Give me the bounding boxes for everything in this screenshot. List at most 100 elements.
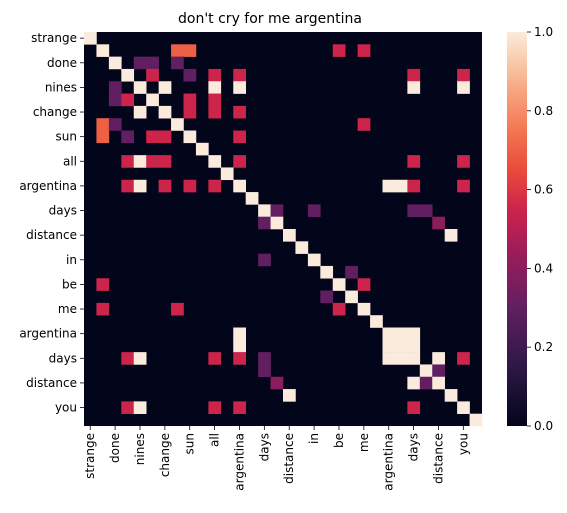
heatmap-cell — [183, 105, 197, 119]
colorbar-tick-label: 0.4 — [534, 261, 553, 275]
heatmap-cell — [233, 352, 246, 365]
heatmap-cell — [183, 130, 197, 144]
y-tick-label: you — [55, 401, 77, 415]
heatmap-cell — [108, 81, 122, 94]
heatmap-cell — [233, 130, 246, 144]
heatmap-cell — [158, 130, 172, 144]
heatmap-cell — [283, 389, 296, 402]
heatmap-cell — [133, 81, 147, 94]
heatmap-cell — [171, 118, 184, 131]
colorbar: 0.0 0.2 0.4 0.6 0.8 1.0 — [507, 25, 553, 433]
heatmap-cell — [432, 376, 445, 390]
x-tick-label: in — [307, 433, 321, 444]
x-tick-label: distance — [282, 433, 296, 484]
heatmap-cell — [195, 142, 209, 156]
heatmap-cell — [370, 315, 383, 328]
x-tick-label: me — [357, 433, 371, 452]
heatmap-cell — [382, 352, 396, 365]
heatmap-cell — [183, 179, 197, 193]
colorbar-tick-label: 0.8 — [534, 104, 553, 118]
x-tick-label: change — [158, 433, 172, 477]
heatmap-cell — [258, 364, 271, 378]
heatmap-cell — [171, 302, 184, 316]
x-axis: strange done nines change sun all argentina day… — [83, 426, 470, 491]
x-tick-label: argentina — [232, 433, 246, 491]
heatmap-cell — [121, 130, 135, 144]
heatmap-cell — [270, 216, 284, 230]
x-tick-label: done — [108, 433, 122, 463]
y-tick-label: days — [49, 204, 77, 218]
heatmap-cell — [407, 327, 421, 341]
x-tick-label: you — [456, 433, 470, 455]
x-tick-label: be — [332, 433, 346, 448]
heatmap-cell — [146, 130, 159, 144]
heatmap-cell — [158, 81, 172, 94]
heatmap-cell — [233, 68, 246, 82]
heatmap-cell — [233, 339, 246, 353]
heatmap-cell — [133, 56, 147, 70]
heatmap-cell — [96, 118, 110, 131]
heatmap-cell — [96, 302, 110, 316]
heatmap-cell — [457, 81, 470, 94]
heatmap-cell — [233, 327, 246, 341]
heatmap-cell — [121, 93, 135, 107]
heatmap-cell — [258, 204, 271, 217]
y-tick-label: nines — [45, 80, 77, 94]
heatmap-cell — [320, 265, 334, 279]
heatmap-cell — [357, 44, 371, 57]
heatmap-cell — [332, 44, 346, 57]
heatmap-cell — [121, 352, 135, 365]
y-tick-label: sun — [56, 130, 77, 144]
heatmap-cell — [233, 179, 246, 193]
heatmap-cell — [208, 105, 222, 119]
heatmap-cell — [108, 56, 122, 70]
heatmap-cell — [233, 155, 246, 168]
y-tick-label: done — [47, 56, 77, 70]
colorbar-gradient — [507, 32, 527, 426]
heatmap-cell — [158, 155, 172, 168]
heatmap-cell — [394, 352, 408, 365]
heatmap-cell — [432, 364, 445, 378]
x-tick-label: strange — [83, 433, 97, 479]
heatmap-cell — [208, 179, 222, 193]
heatmap-cell — [394, 339, 408, 353]
heatmap-cell — [133, 105, 147, 119]
heatmap-cell — [121, 179, 135, 193]
heatmap-cell — [345, 265, 358, 279]
heatmap-cell — [332, 278, 346, 291]
heatmap-cell — [357, 118, 371, 131]
heatmap-cell — [133, 401, 147, 414]
heatmap-cell — [158, 105, 172, 119]
y-tick-label: argentina — [19, 179, 77, 193]
heatmap-cell — [419, 204, 433, 217]
heatmap-cell — [407, 401, 421, 414]
heatmap-cell — [258, 216, 271, 230]
heatmap-cell — [444, 229, 458, 242]
heatmap-cell — [407, 352, 421, 365]
colorbar-tick-label: 0.0 — [534, 419, 553, 433]
heatmap-cell — [407, 339, 421, 353]
heatmap-cell — [183, 68, 197, 82]
heatmap-cell — [320, 290, 334, 304]
heatmap-cell — [469, 413, 483, 427]
heatmap-cell — [357, 278, 371, 291]
heatmap-cell — [133, 179, 147, 193]
y-tick-label: distance — [26, 376, 77, 390]
colorbar-tick-label: 0.2 — [534, 340, 553, 354]
heatmap-cell — [407, 68, 421, 82]
heatmap-cell — [382, 327, 396, 341]
heatmap-cell — [307, 204, 321, 217]
heatmap-cell — [171, 44, 184, 57]
heatmap-cell — [307, 253, 321, 267]
heatmap-cell — [394, 327, 408, 341]
heatmap-cell — [394, 179, 408, 193]
heatmap-cell — [295, 241, 309, 254]
heatmap-cell — [457, 68, 470, 82]
heatmap-cell — [121, 68, 135, 82]
heatmap-cell — [270, 376, 284, 390]
heatmap-cell — [258, 253, 271, 267]
y-tick-label: be — [62, 277, 77, 291]
heatmap-cell — [432, 352, 445, 365]
heatmap-cell — [345, 290, 358, 304]
